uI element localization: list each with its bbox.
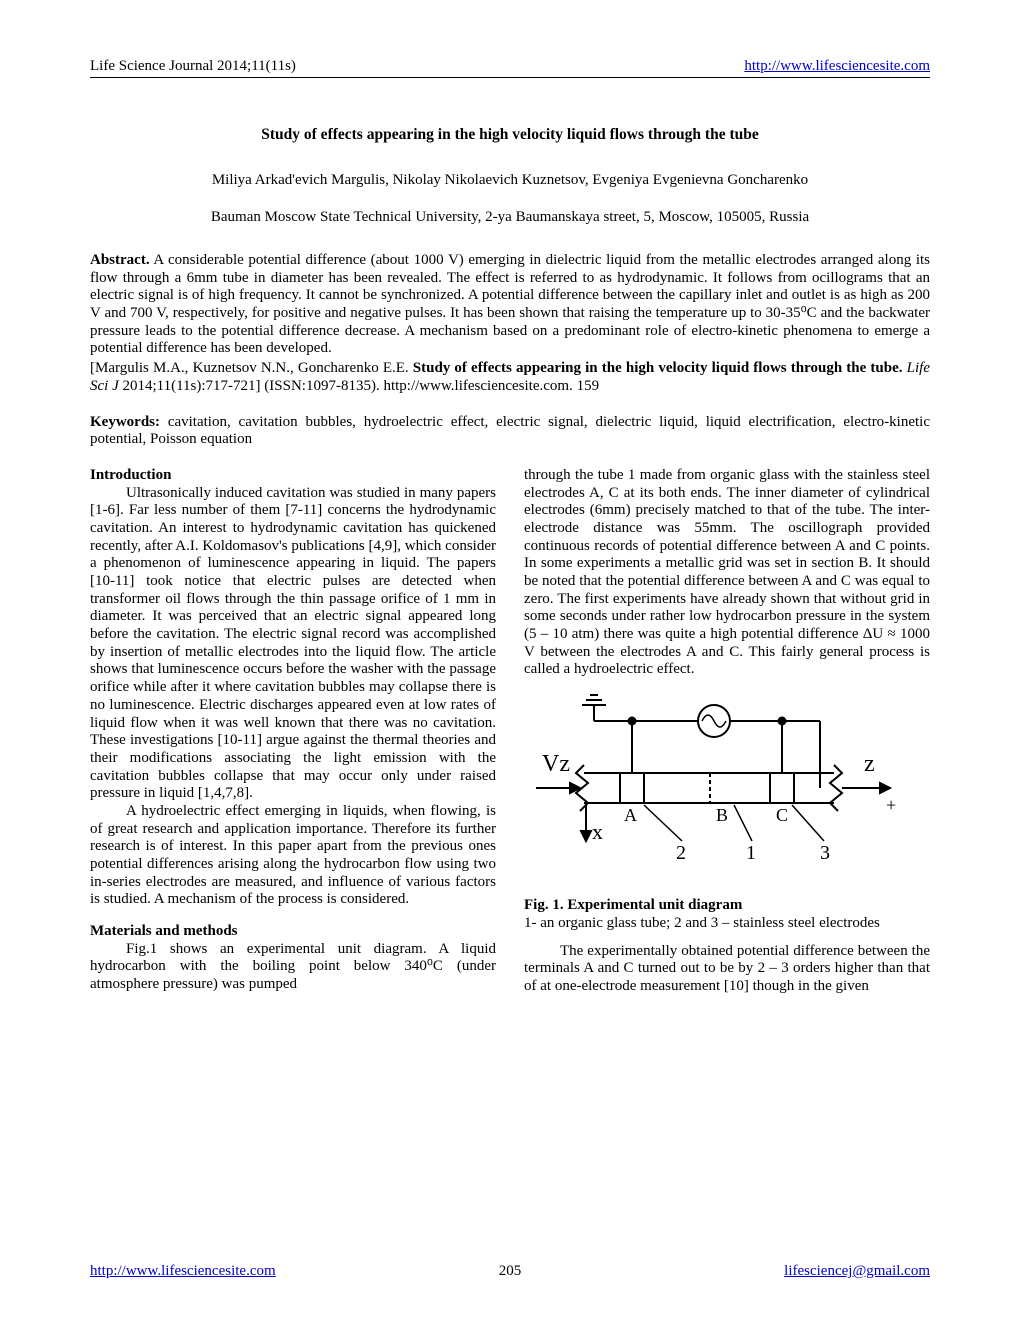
- footer-email-link[interactable]: lifesciencej@gmail.com: [784, 1263, 930, 1280]
- section-heading-materials: Materials and methods: [90, 923, 496, 941]
- journal-url-wrapper: http://www.lifesciencesite.com: [744, 58, 930, 75]
- journal-url-link[interactable]: http://www.lifesciencesite.com: [744, 58, 930, 74]
- citation-authors: [Margulis M.A., Kuznetsov N.N., Gonchare…: [90, 360, 413, 376]
- left-column: Introduction Ultrasonically induced cavi…: [90, 467, 496, 996]
- figure-1-caption: Fig. 1. Experimental unit diagram: [524, 897, 930, 915]
- paper-title: Study of effects appearing in the high v…: [90, 126, 930, 144]
- fig-label-plus: +: [886, 795, 896, 815]
- keywords-label: Keywords:: [90, 414, 160, 430]
- abstract-text: A considerable potential difference (abo…: [90, 252, 930, 356]
- page-number: 205: [499, 1263, 522, 1280]
- fig-label-b: B: [716, 805, 728, 825]
- keywords-text: cavitation, cavitation bubbles, hydroele…: [90, 414, 930, 448]
- fig-label-x: x: [592, 819, 603, 844]
- intro-para-2: A hydroelectric effect emerging in liqui…: [90, 803, 496, 909]
- abstract-label: Abstract.: [90, 252, 150, 268]
- fig-label-c: C: [776, 805, 788, 825]
- fig-label-3: 3: [820, 842, 830, 864]
- figure-1-description: 1- an organic glass tube; 2 and 3 – stai…: [524, 915, 930, 933]
- citation-title: Study of effects appearing in the high v…: [413, 360, 903, 376]
- fig-label-a: A: [624, 805, 637, 825]
- right-column: through the tube 1 made from organic gla…: [524, 467, 930, 996]
- journal-info: Life Science Journal 2014;11(11s): [90, 58, 296, 75]
- keywords: Keywords: cavitation, cavitation bubbles…: [90, 414, 930, 449]
- citation-rest: 2014;11(11s):717-721] (ISSN:1097-8135). …: [119, 378, 599, 394]
- fig-label-2: 2: [676, 842, 686, 864]
- fig-label-z: z: [864, 751, 875, 777]
- affiliation: Bauman Moscow State Technical University…: [90, 209, 930, 226]
- materials-para-1: Fig.1 shows an experimental unit diagram…: [90, 941, 496, 994]
- footer-url-link[interactable]: http://www.lifesciencesite.com: [90, 1263, 276, 1280]
- right-para-1: through the tube 1 made from organic gla…: [524, 467, 930, 679]
- citation: [Margulis M.A., Kuznetsov N.N., Gonchare…: [90, 360, 930, 395]
- page-footer: http://www.lifesciencesite.com 205 lifes…: [90, 1263, 930, 1280]
- abstract: Abstract. A considerable potential diffe…: [90, 252, 930, 358]
- fig-label-vz: Vz: [542, 751, 570, 777]
- figure-1: Vz z x A B C 2 1 3 + Fig. 1. Experimenta…: [524, 693, 930, 932]
- fig-label-1: 1: [746, 842, 756, 864]
- authors: Miliya Arkad'evich Margulis, Nikolay Nik…: [90, 172, 930, 189]
- figure-1-svg: Vz z x A B C 2 1 3 +: [524, 693, 904, 893]
- right-para-2: The experimentally obtained potential di…: [524, 943, 930, 996]
- intro-para-1: Ultrasonically induced cavitation was st…: [90, 485, 496, 803]
- section-heading-introduction: Introduction: [90, 467, 496, 485]
- page-header: Life Science Journal 2014;11(11s) http:/…: [90, 58, 930, 78]
- two-column-body: Introduction Ultrasonically induced cavi…: [90, 467, 930, 996]
